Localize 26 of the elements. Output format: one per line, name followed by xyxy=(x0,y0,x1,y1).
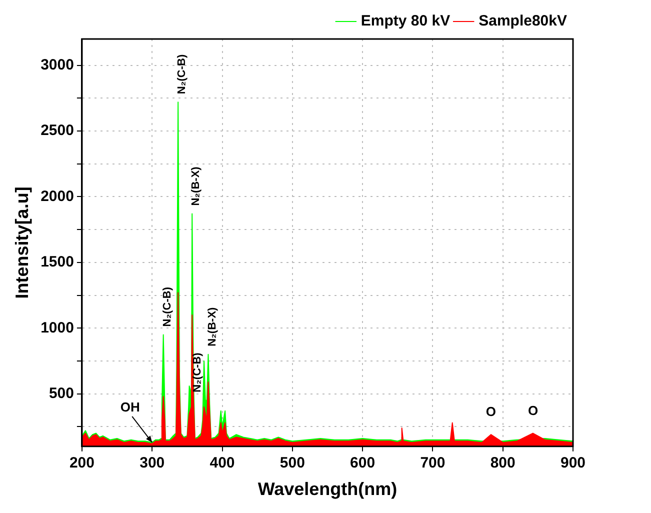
annotation: N₂(B-X) xyxy=(190,166,202,206)
x-tick-label: 200 xyxy=(69,454,94,472)
x-tick-label: 400 xyxy=(210,454,235,472)
annotation: O xyxy=(486,404,496,420)
y-tick-label: 1000 xyxy=(40,319,74,336)
y-tick-label: 2500 xyxy=(40,122,74,140)
annotation: OH xyxy=(120,400,140,415)
x-tick-label: 300 xyxy=(140,454,165,472)
y-tick-label: 2000 xyxy=(40,188,74,205)
annotation: O xyxy=(528,402,538,418)
legend-label: Empty 80 kV xyxy=(360,12,450,30)
x-tick-label: 500 xyxy=(280,454,305,472)
y-tick-label: 1500 xyxy=(40,254,74,271)
legend-label: Sample80kV xyxy=(478,12,567,30)
x-tick-label: 600 xyxy=(350,454,376,472)
annotation: N₂(C-B) xyxy=(176,54,188,94)
y-tick-label: 3000 xyxy=(40,56,74,74)
annotation: N₂(C-B) xyxy=(161,286,174,327)
x-axis-title: Wavelength(nm) xyxy=(258,479,398,500)
annotation: N₂(C-B) xyxy=(191,352,204,392)
annotation: N₂(B-X) xyxy=(206,306,218,346)
x-tick-label: 800 xyxy=(490,454,516,472)
y-tick-label: 500 xyxy=(48,384,74,402)
y-axis-title: Intensity[a.u] xyxy=(12,186,32,299)
x-tick-label: 700 xyxy=(420,454,446,472)
x-tick-label: 900 xyxy=(560,454,586,472)
